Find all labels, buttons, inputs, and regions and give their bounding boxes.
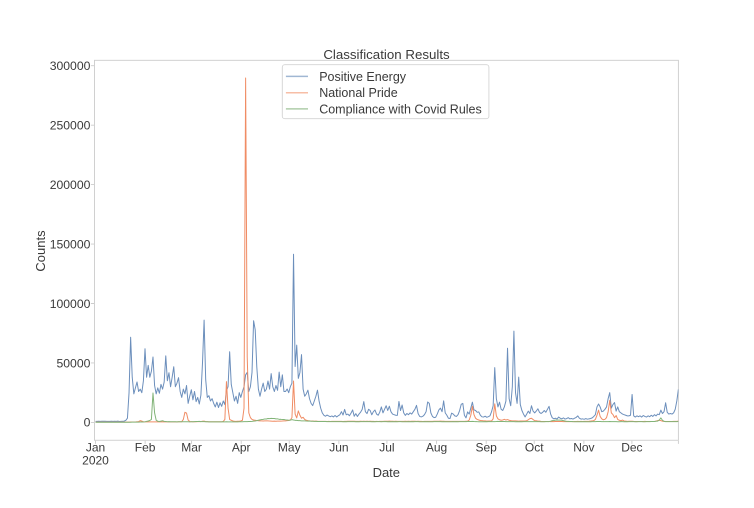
svg-text:Apr: Apr [232, 441, 251, 455]
svg-text:Positive Energy: Positive Energy [319, 70, 407, 84]
svg-text:Sep: Sep [476, 441, 498, 455]
svg-text:Nov: Nov [573, 441, 594, 455]
svg-text:Oct: Oct [525, 441, 544, 455]
svg-text:250000: 250000 [50, 118, 91, 132]
svg-text:300000: 300000 [50, 59, 91, 73]
svg-text:Counts: Counts [33, 230, 48, 272]
svg-text:Classification Results: Classification Results [323, 47, 450, 62]
svg-text:May: May [278, 441, 301, 455]
svg-text:National Pride: National Pride [319, 86, 398, 100]
svg-text:Mar: Mar [181, 441, 202, 455]
svg-text:200000: 200000 [50, 178, 91, 192]
svg-text:Jun: Jun [329, 441, 348, 455]
svg-text:2020: 2020 [82, 453, 109, 467]
svg-text:50000: 50000 [57, 356, 91, 370]
svg-text:Jan: Jan [86, 441, 105, 455]
svg-text:0: 0 [84, 416, 91, 430]
svg-text:Compliance with Covid Rules: Compliance with Covid Rules [319, 102, 482, 116]
svg-text:100000: 100000 [50, 297, 91, 311]
svg-text:Date: Date [373, 465, 400, 480]
svg-text:Aug: Aug [426, 441, 447, 455]
svg-text:Jul: Jul [379, 441, 394, 455]
svg-text:Dec: Dec [621, 441, 642, 455]
svg-text:Feb: Feb [135, 441, 156, 455]
svg-text:150000: 150000 [50, 237, 91, 251]
